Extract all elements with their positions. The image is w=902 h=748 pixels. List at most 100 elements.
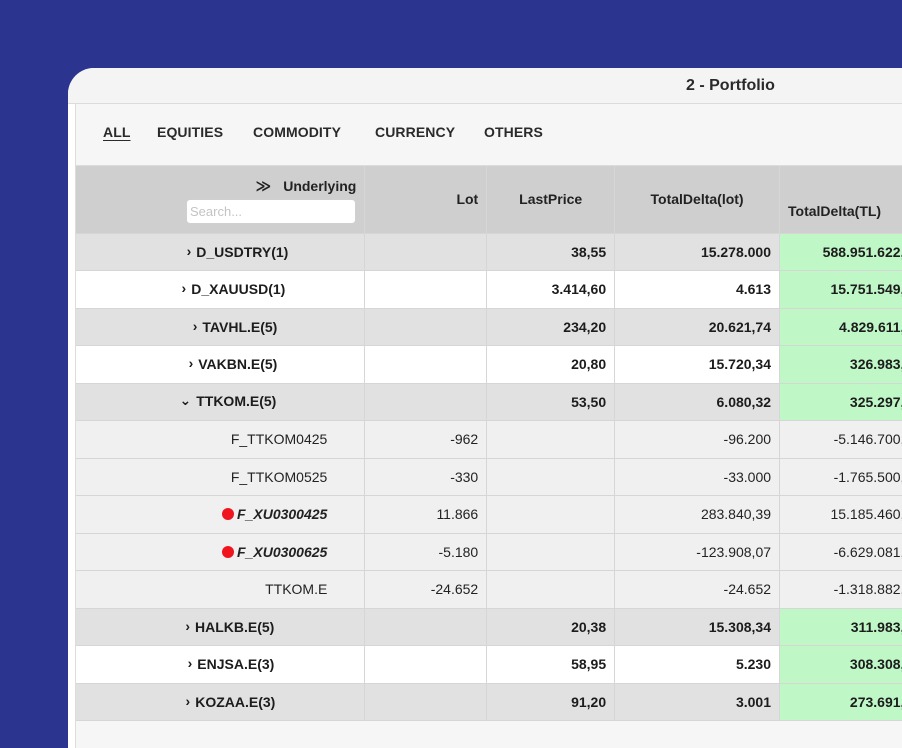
table-header-row: ≫ Underlying Lot LastPrice TotalDelta(lot… [76,166,902,234]
header-total-delta-tl-label: TotalDelta(TL) [788,203,882,219]
last-price-cell: 38,55 [486,233,616,271]
underlying-cell: F_TTKOM0425 [76,420,366,459]
lot-cell: -5.180 [364,533,488,571]
total-delta-lot-cell: 15.308,34 [614,608,781,646]
underlying-cell[interactable]: › KOZAA.E(3) [76,683,366,721]
total-delta-tl-cell: -1.765.500,00 [779,458,902,496]
underlying-name: HALKB.E(5) [194,618,275,635]
last-price-cell: 20,38 [486,608,616,646]
underlying-cell[interactable]: › D_XAUUSD(1) [76,270,366,309]
total-delta-lot-cell: 20.621,74 [614,308,781,346]
last-price-cell: 53,50 [486,383,616,421]
underlying-cell[interactable]: › VAKBN.E(5) [76,345,366,384]
table-row[interactable]: ›D_XAUUSD(1) 3.414,60 4.613 15.751.549,8… [76,270,902,309]
lot-cell: -962 [364,420,488,459]
chevron-down-icon[interactable]: ⌄ [179,392,192,409]
chevron-right-icon[interactable]: › [192,317,198,334]
last-price-cell [486,458,616,496]
underlying-name: TTKOM.E(5) [196,393,277,410]
portfolio-window: 2 - Portfolio ALL EQUITIES COMMODITY CUR… [68,68,902,748]
total-delta-lot-cell: 4.613 [614,270,781,309]
last-price-cell [486,495,616,534]
table-row[interactable]: F_XU0300625 -5.180 -123.908,07 -6.629.08… [76,533,902,571]
total-delta-lot-cell: -123.908,07 [614,533,781,571]
chevron-right-icon[interactable]: › [187,655,193,672]
total-delta-tl-cell: 4.829.611,51 [779,308,902,346]
underlying-cell[interactable]: › D_USDTRY(1) [76,233,366,271]
last-price-cell [486,420,616,459]
table-row[interactable]: TTKOM.E -24.652 -24.652 -1.318.882,00 [76,570,902,609]
tab-currency[interactable]: CURRENCY [375,124,456,140]
underlying-cell: TTKOM.E [76,570,366,609]
chevron-right-icon[interactable]: › [186,242,192,259]
total-delta-tl-cell: 588.951.622,00 [779,233,902,271]
lot-cell: -330 [364,458,488,496]
lot-cell: -24.652 [364,570,488,609]
underlying-cell[interactable]: ⌄ TTKOM.E(5) [76,383,366,421]
last-price-cell: 58,95 [486,645,616,684]
tab-commodity[interactable]: COMMODITY [253,124,342,140]
expand-all-icon[interactable]: ≫ [255,178,272,195]
flag-dot-icon [222,508,235,521]
chevron-right-icon[interactable]: › [181,280,187,297]
table-row[interactable]: › D_USDTRY(1) 38,55 15.278.000 588.951.62… [76,233,902,271]
table-row[interactable]: F_TTKOM0425 -962 -96.200 -5.146.700,00 [76,420,902,459]
tab-others[interactable]: OTHERS [484,124,543,140]
table-row[interactable]: ›TAVHL.E(5) 234,20 20.621,74 4.829.611,5… [76,308,902,346]
last-price-cell: 20,80 [486,345,616,384]
total-delta-tl-cell: -5.146.700,00 [779,420,902,459]
total-delta-tl-cell: 15.751.549,80 [779,270,902,309]
header-underlying[interactable]: ≫ Underlying [76,166,366,234]
title-bar[interactable]: 2 - Portfolio [68,68,902,104]
total-delta-tl-cell: 308.308,50 [779,645,902,684]
last-price-cell: 234,20 [486,308,616,346]
chevron-right-icon[interactable]: › [185,617,190,634]
underlying-cell: F_XU0300425 [76,495,366,534]
tab-all[interactable]: ALL [103,124,131,140]
portfolio-content: ALL EQUITIES COMMODITY CURRENCY OTHERS ≫… [75,104,902,748]
lot-cell [364,308,488,346]
underlying-cell: F_TTKOM0525 [76,458,366,496]
chevron-right-icon[interactable]: › [188,355,194,372]
lot-cell [364,645,488,684]
total-delta-tl-cell: 311.983,97 [779,608,902,646]
underlying-name: D_XAUUSD(1) [191,281,286,298]
lot-cell [364,683,488,721]
total-delta-tl-cell: 326.983,07 [779,345,902,384]
underlying-name: TTKOM.E [265,581,328,598]
table-row[interactable]: ›HALKB.E(5) 20,38 15.308,34 311.983,97 [76,608,902,646]
lot-cell: 11.866 [364,495,488,534]
lot-cell [364,345,488,384]
table-row[interactable]: F_TTKOM0525 -330 -33.000 -1.765.500,00 [76,458,902,496]
last-price-cell: 3.414,60 [486,270,616,309]
total-delta-lot-cell: 283.840,39 [614,495,781,534]
table-row[interactable]: ⌄TTKOM.E(5) 53,50 6.080,32 325.297,12 [76,383,902,421]
underlying-cell[interactable]: › ENJSA.E(3) [76,645,366,684]
header-lot[interactable]: Lot [364,166,488,234]
last-price-cell [486,533,616,571]
table-row[interactable]: ›VAKBN.E(5) 20,80 15.720,34 326.983,07 [76,345,902,384]
underlying-cell[interactable]: › HALKB.E(5) [76,608,366,646]
total-delta-lot-cell: 3.001 [614,683,781,721]
lot-cell [364,270,488,309]
underlying-search-input[interactable] [186,199,356,224]
total-delta-lot-cell: 15.720,34 [614,345,781,384]
underlying-name: F_TTKOM0525 [230,468,328,485]
table-row[interactable]: F_XU0300425 11.866 283.840,39 15.185.460… [76,495,902,534]
window-title: 2 - Portfolio [686,77,775,94]
flag-dot-icon [222,545,235,558]
underlying-name: ENJSA.E(3) [197,656,275,673]
underlying-cell[interactable]: › TAVHL.E(5) [76,308,366,346]
underlying-name: F_XU0300625 [237,543,328,560]
header-last-price[interactable]: LastPrice [486,166,616,234]
chevron-right-icon[interactable]: › [185,692,191,709]
header-total-delta-tl[interactable]: ↓ TotalDelta(TL) [779,166,902,234]
underlying-name: F_XU0300425 [237,506,328,523]
category-tabs: ALL EQUITIES COMMODITY CURRENCY OTHERS [76,104,902,166]
table-row[interactable]: ›KOZAA.E(3) 91,20 3.001 273.691,20 [76,683,902,721]
table-row[interactable]: ›ENJSA.E(3) 58,95 5.230 308.308,50 [76,645,902,684]
header-total-delta-lot[interactable]: TotalDelta(lot) [614,166,781,234]
last-price-cell [486,570,616,609]
total-delta-tl-cell: -6.629.081,75 [779,533,902,571]
tab-equities[interactable]: EQUITIES [157,124,224,140]
